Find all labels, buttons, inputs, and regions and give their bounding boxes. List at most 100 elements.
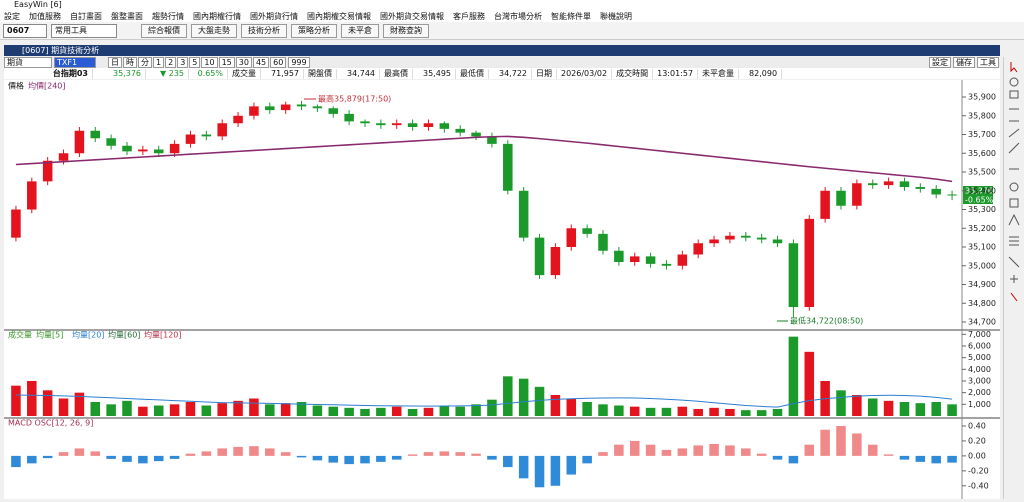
menu-item[interactable]: 聯機說明 xyxy=(600,12,632,21)
bar xyxy=(677,448,688,456)
count-input[interactable]: 999 xyxy=(288,57,310,68)
candle-body xyxy=(709,239,719,244)
toolbar-button[interactable]: 大盤走勢 xyxy=(191,23,237,38)
bar xyxy=(852,395,862,416)
bar xyxy=(836,425,846,456)
toolbar-button[interactable]: 財務查詢 xyxy=(383,23,429,38)
menu-item[interactable]: 國內期權行情 xyxy=(193,12,241,21)
bar xyxy=(376,407,386,416)
period-button[interactable]: 2 xyxy=(165,57,177,68)
fan-tool[interactable] xyxy=(1009,236,1019,246)
bar xyxy=(629,440,640,456)
menu-item[interactable]: 客戶服務 xyxy=(453,12,485,21)
circle-tool[interactable] xyxy=(1009,182,1019,192)
bar xyxy=(74,392,85,416)
bar xyxy=(503,376,513,416)
bar xyxy=(439,405,450,416)
period-button[interactable]: 45 xyxy=(252,57,270,68)
toolbar-button[interactable]: 策略分析 xyxy=(291,23,337,38)
code-input[interactable]: 0607 xyxy=(3,23,47,38)
candle-body xyxy=(725,235,735,240)
period-button[interactable]: 3 xyxy=(177,57,189,68)
candle-body xyxy=(185,134,196,144)
candle-body xyxy=(741,235,751,238)
chart: 價格 均價[240] 成交量 MACD OSC[12, 26, 9] 最高35,… xyxy=(4,80,1000,499)
cross-tool[interactable] xyxy=(1010,275,1018,283)
period-button[interactable]: 日 xyxy=(108,57,122,68)
candle-body xyxy=(772,239,783,244)
candle-body xyxy=(217,123,227,137)
title-bar: EasyWin [6] xyxy=(0,0,1024,11)
menu-item[interactable]: 設定 xyxy=(4,12,20,21)
trend-tool[interactable] xyxy=(1008,128,1020,138)
symbol-select[interactable]: TXF1 xyxy=(54,57,96,68)
toolbar-button[interactable]: 未平倉 xyxy=(341,23,379,38)
bar xyxy=(328,406,339,416)
period-button[interactable]: 1 xyxy=(153,57,165,68)
bar xyxy=(280,452,291,456)
bar xyxy=(550,455,561,486)
period-button[interactable]: 15 xyxy=(218,57,235,68)
bar xyxy=(280,403,291,416)
candle-body xyxy=(534,237,545,276)
bar xyxy=(883,454,894,456)
window-button[interactable]: 工具 xyxy=(977,57,999,68)
y-tick-label: 6,000 xyxy=(968,342,991,351)
toolbar: 0607 常用工具 綜合報價 大盤走勢 技術分析 策略分析 未平倉 財務查詢 xyxy=(0,22,1024,40)
toolbar-button[interactable]: 綜合報價 xyxy=(141,23,187,38)
menu-item[interactable]: 智能條件單 xyxy=(551,12,591,21)
menu-item[interactable]: 盤整畫面 xyxy=(111,12,143,21)
zoom-tool[interactable] xyxy=(1009,77,1019,87)
toolbar-button[interactable]: 技術分析 xyxy=(241,23,287,38)
menu-item[interactable]: 國內期權交易情報 xyxy=(307,12,371,21)
bar xyxy=(550,395,561,416)
bar xyxy=(185,453,196,456)
candle-body xyxy=(804,218,815,307)
angle-tool[interactable] xyxy=(1008,256,1020,268)
window-button[interactable]: 儲存 xyxy=(953,57,975,68)
quote-field-value: 82,090 xyxy=(739,68,783,79)
volume-average-line xyxy=(15,394,953,408)
ray-tool[interactable] xyxy=(1008,142,1020,154)
bar xyxy=(249,446,259,456)
period-buttons: 日時分 1 2 3 5 10 15 30 45 60 xyxy=(108,57,287,68)
period-button[interactable]: 5 xyxy=(189,57,201,68)
period-button[interactable]: 10 xyxy=(201,57,218,68)
bar xyxy=(915,403,926,416)
menu-item[interactable]: 國外期貨行情 xyxy=(250,12,298,21)
period-button[interactable]: 60 xyxy=(270,57,287,68)
bar xyxy=(90,451,101,456)
y-tick-label: 35,400 xyxy=(968,186,996,195)
y-tick-label: 35,200 xyxy=(968,224,996,233)
bar xyxy=(391,406,402,416)
candle-body xyxy=(614,250,624,262)
candle-body xyxy=(629,256,640,262)
tool-combo[interactable]: 常用工具 xyxy=(51,23,117,38)
menu-item[interactable]: 國外期貨交易情報 xyxy=(380,12,444,21)
cursor-tool[interactable] xyxy=(1010,62,1018,73)
draw-tool[interactable] xyxy=(1009,90,1019,99)
delete-tool[interactable] xyxy=(1010,292,1018,302)
y-tick-label: 34,700 xyxy=(968,318,996,327)
quote-field-value: 35,495 xyxy=(413,68,456,79)
menu-item[interactable]: 加值服務 xyxy=(29,12,61,21)
menu-item[interactable]: 台灣市場分析 xyxy=(494,12,542,21)
menu-item[interactable]: 自訂畫面 xyxy=(70,12,102,21)
candle-body xyxy=(820,190,830,219)
menu-item[interactable]: 趨勢行情 xyxy=(152,12,184,21)
period-button[interactable]: 30 xyxy=(235,57,252,68)
market-select[interactable]: 期貨 xyxy=(4,57,52,68)
candle-body xyxy=(312,106,323,109)
candle-body xyxy=(471,132,481,137)
quote-field-label: 日期 xyxy=(532,68,557,79)
quote-field-value: 13:01:57 xyxy=(653,68,699,79)
rect-tool[interactable] xyxy=(1009,198,1019,208)
period-button[interactable]: 分 xyxy=(138,57,152,68)
low-annotation: 最低34,722(08:50) xyxy=(790,316,863,326)
bar xyxy=(360,409,370,416)
bar xyxy=(423,407,434,416)
window-button[interactable]: 設定 xyxy=(929,57,951,68)
period-button[interactable]: 時 xyxy=(123,57,137,68)
fib-tool[interactable] xyxy=(1008,213,1020,226)
